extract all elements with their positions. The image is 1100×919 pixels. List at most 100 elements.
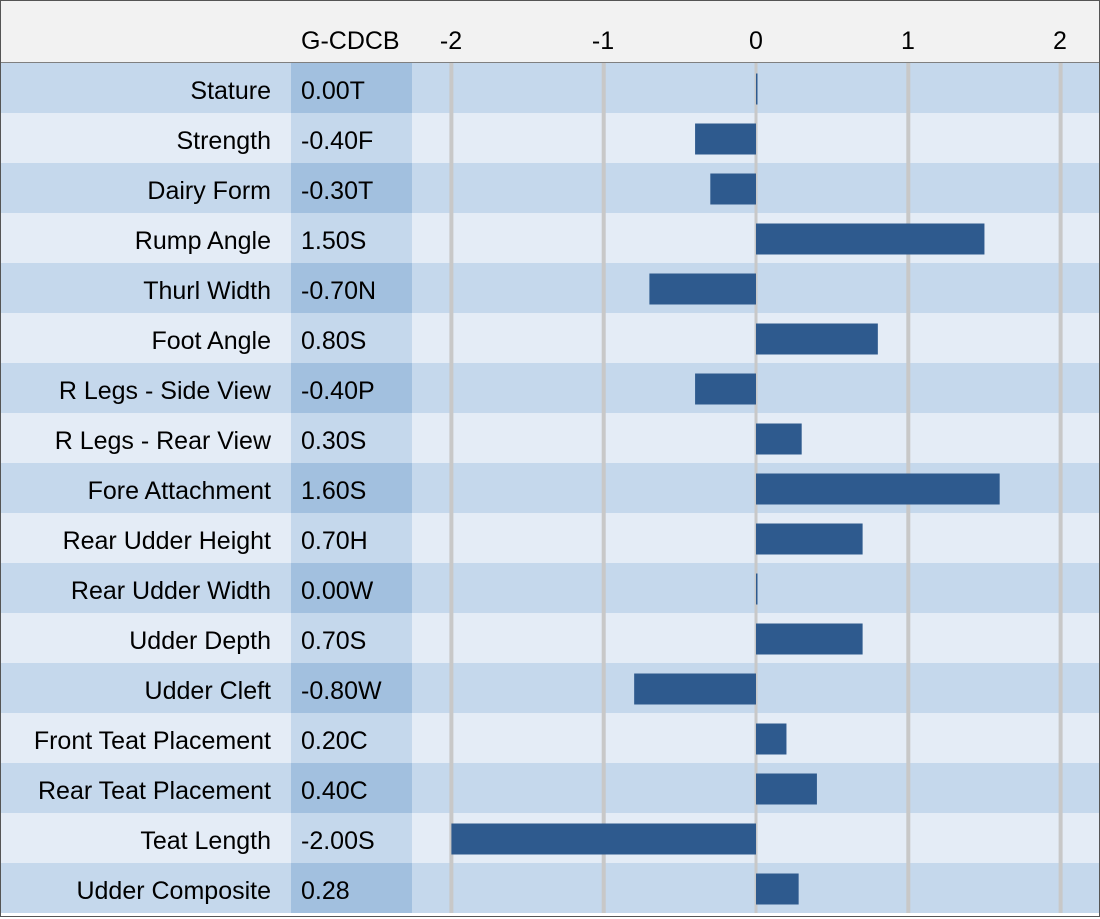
trait-row: Stature 0.00T (1, 63, 1099, 113)
row-band (1, 763, 1099, 813)
trait-row: Rear Udder Width 0.00W (1, 563, 1099, 613)
row-band (1, 263, 1099, 313)
score-value: -0.80W (301, 677, 382, 705)
trait-label: Udder Cleft (144, 677, 271, 705)
score-value: 0.40C (301, 777, 368, 805)
x-tick-label: 0 (749, 27, 763, 55)
row-band (1, 63, 1099, 113)
bar (451, 823, 756, 855)
score-cell-bg (291, 413, 412, 463)
score-value: 0.80S (301, 327, 367, 355)
trait-label: Strength (176, 127, 271, 155)
trait-row: Thurl Width -0.70N (1, 263, 1099, 313)
trait-label: Rear Teat Placement (38, 777, 271, 805)
score-value: -0.70N (301, 277, 377, 305)
trait-label: Front Teat Placement (33, 727, 271, 755)
score-cell-bg (291, 863, 412, 913)
row-band (1, 163, 1099, 213)
bar (756, 423, 802, 455)
bar (756, 73, 758, 105)
bar (756, 873, 799, 905)
bar (756, 323, 878, 355)
trait-label: Stature (190, 77, 271, 105)
row-band (1, 863, 1099, 913)
score-cell-bg (291, 363, 412, 413)
trait-label: Udder Depth (129, 627, 271, 655)
trait-label: Fore Attachment (87, 477, 271, 505)
x-tick-label: -1 (591, 27, 615, 55)
trait-label: Udder Composite (76, 877, 271, 905)
row-band (1, 713, 1099, 763)
row-band (1, 663, 1099, 713)
score-value: 0.00T (301, 77, 365, 105)
score-cell-bg (291, 563, 412, 613)
trait-row: Udder Depth 0.70S (1, 613, 1099, 663)
trait-row: Udder Cleft -0.80W (1, 663, 1099, 713)
trait-label: Thurl Width (143, 277, 271, 305)
trait-row: Foot Angle 0.80S (1, 313, 1099, 363)
score-column-header: G-CDCB (301, 27, 400, 55)
score-cell-bg (291, 63, 412, 113)
score-value: 0.00W (301, 577, 374, 605)
trait-row: Teat Length -2.00S (1, 813, 1099, 863)
score-value: 0.70H (301, 527, 368, 555)
score-value: 0.70S (301, 627, 367, 655)
score-cell-bg (291, 813, 412, 863)
score-cell-bg (291, 113, 412, 163)
row-band (1, 613, 1099, 663)
score-value: -2.00S (301, 827, 375, 855)
score-value: 0.20C (301, 727, 368, 755)
x-tick-label: 2 (1053, 27, 1067, 55)
score-cell-bg (291, 163, 412, 213)
bar (695, 123, 756, 155)
trait-label: Dairy Form (147, 177, 271, 205)
score-cell-bg (291, 663, 412, 713)
x-tick-label: -2 (439, 27, 463, 55)
score-cell-bg (291, 213, 412, 263)
trait-label: Rump Angle (134, 227, 271, 255)
trait-row: Rump Angle 1.50S (1, 213, 1099, 263)
score-value: -0.40P (301, 377, 375, 405)
bar (756, 223, 985, 255)
bar (756, 523, 863, 555)
score-value: 1.50S (301, 227, 367, 255)
trait-label: R Legs - Side View (58, 377, 271, 405)
score-value: 0.28 (301, 877, 350, 905)
row-band (1, 563, 1099, 613)
bar (710, 173, 756, 205)
score-cell-bg (291, 613, 412, 663)
score-cell-bg (291, 763, 412, 813)
bar (649, 273, 756, 305)
trait-row: Front Teat Placement 0.20C (1, 713, 1099, 763)
trait-row: Rear Udder Height 0.70H (1, 513, 1099, 563)
trait-label: R Legs - Rear View (54, 427, 271, 455)
score-cell-bg (291, 713, 412, 763)
trait-row: Fore Attachment 1.60S (1, 463, 1099, 513)
row-band (1, 513, 1099, 563)
bar (756, 773, 817, 805)
trait-label: Foot Angle (151, 327, 271, 355)
score-cell-bg (291, 463, 412, 513)
score-value: 0.30S (301, 427, 367, 455)
bar (695, 373, 756, 405)
row-band (1, 113, 1099, 163)
trait-row: Udder Composite 0.28 (1, 863, 1099, 913)
score-cell-bg (291, 263, 412, 313)
bar (634, 673, 756, 705)
bar (756, 623, 863, 655)
trait-label: Rear Udder Height (62, 527, 271, 555)
trait-row: R Legs - Rear View 0.30S (1, 413, 1099, 463)
row-band (1, 413, 1099, 463)
score-value: 1.60S (301, 477, 367, 505)
x-tick-label: 1 (901, 27, 915, 55)
trait-label: Teat Length (140, 827, 271, 855)
score-cell-bg (291, 313, 412, 363)
trait-row: Dairy Form -0.30T (1, 163, 1099, 213)
bar (756, 573, 758, 605)
score-value: -0.30T (301, 177, 374, 205)
row-band (1, 363, 1099, 413)
row-band (1, 313, 1099, 363)
trait-row: Rear Teat Placement 0.40C (1, 763, 1099, 813)
